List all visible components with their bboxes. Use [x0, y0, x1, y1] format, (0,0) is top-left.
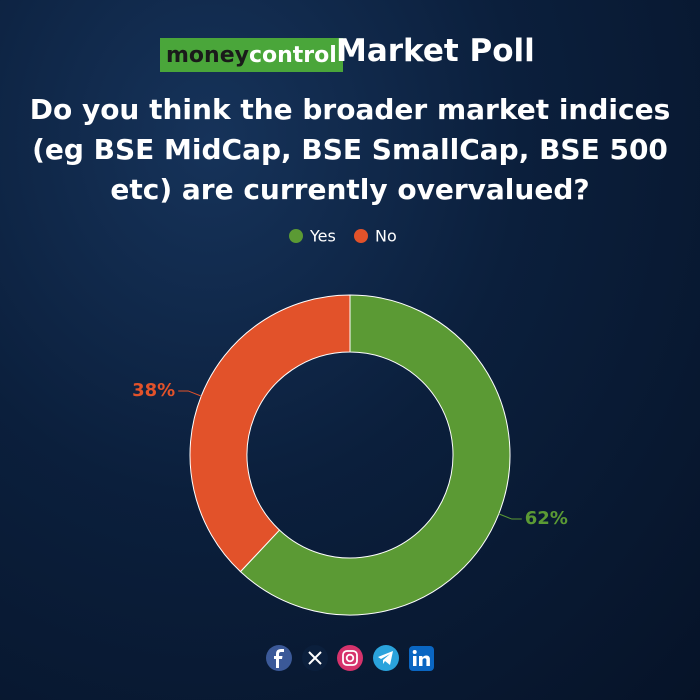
donut-slice	[189, 294, 351, 573]
brand-logo: money control	[160, 38, 343, 72]
donut-slice	[239, 294, 511, 616]
telegram-glyph	[378, 651, 393, 665]
legend-swatch	[354, 229, 368, 243]
leader-line	[498, 513, 522, 520]
instagram-glyph	[342, 650, 358, 666]
legend-label: Yes	[309, 227, 336, 246]
social-icons	[266, 645, 434, 671]
linkedin-glyph	[413, 656, 417, 666]
data-label: 62%	[525, 508, 568, 529]
legend-label: No	[375, 227, 397, 246]
linkedin-glyph	[412, 650, 417, 654]
legend-swatch	[289, 229, 303, 243]
x-glyph	[308, 651, 322, 665]
instagram-glyph	[345, 653, 355, 663]
linkedin-glyph	[418, 655, 430, 666]
data-label: 38%	[132, 380, 175, 401]
brand-first: money	[166, 42, 249, 68]
heading: Market Poll	[336, 33, 535, 69]
facebook-glyph	[274, 649, 284, 668]
instagram-icon[interactable]	[337, 645, 363, 671]
chart-title: Do you think the broader market indices …	[29, 93, 671, 206]
leader-line	[178, 390, 202, 397]
brand-second: control	[248, 42, 337, 68]
